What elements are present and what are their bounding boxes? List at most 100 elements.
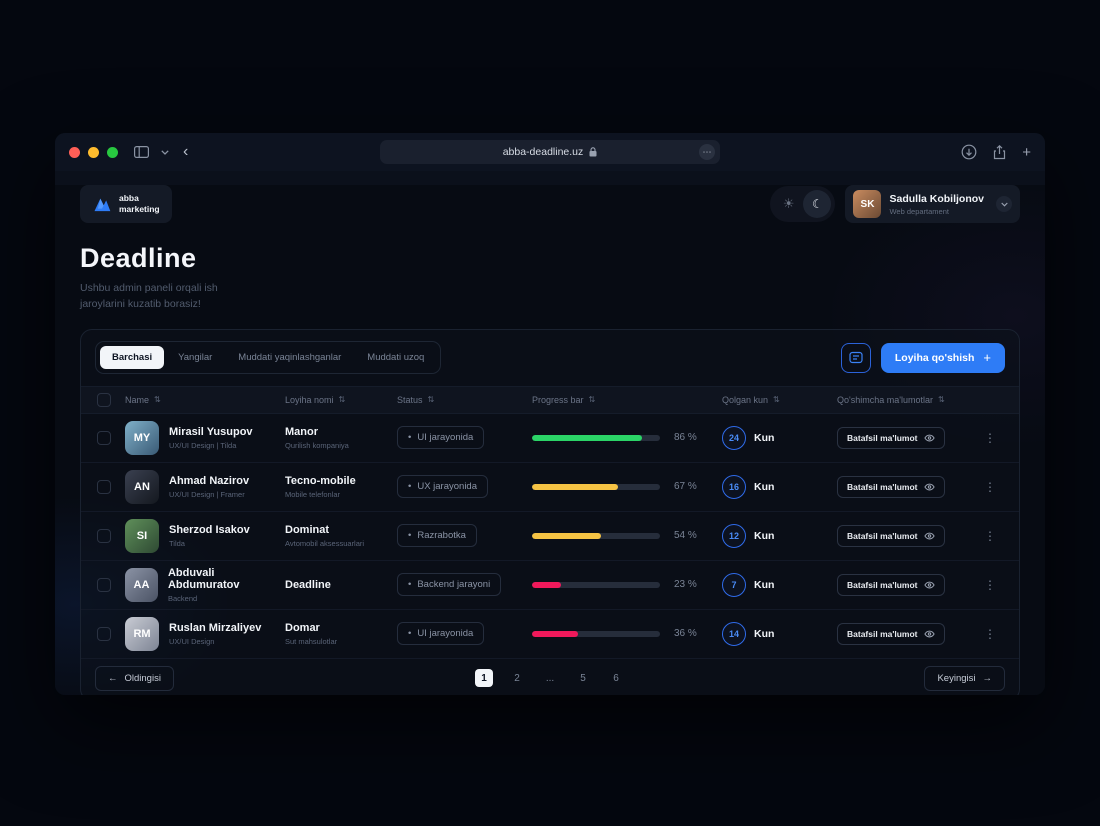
page-number[interactable]: 2	[514, 672, 520, 684]
new-tab-icon[interactable]: +	[1022, 143, 1031, 161]
person-cell: AA Abduvali Abdumuratov Backend	[125, 567, 285, 603]
row-menu-icon[interactable]: ⋮	[984, 577, 996, 592]
tab-yangilar[interactable]: Yangilar	[178, 352, 213, 364]
tab-muddati-uzoq[interactable]: Muddati uzoq	[367, 352, 425, 364]
user-menu[interactable]: SK Sadulla Kobiljonov Web departament	[845, 185, 1020, 223]
downloads-icon[interactable]	[961, 144, 977, 160]
column-header-days[interactable]: Qolgan kun ⇅	[722, 394, 780, 405]
browser-window: ‹ abba-deadline.uz ⋯ +	[55, 133, 1045, 695]
minimize-window-button[interactable]	[88, 146, 99, 158]
column-header-project[interactable]: Loyiha nomi ⇅	[285, 394, 346, 405]
page-number[interactable]: 1	[475, 669, 493, 688]
project-cell: Dominat Avtomobil aksessuarlari	[285, 524, 397, 548]
person-avatar: SI	[125, 518, 159, 553]
days-badge: 7	[722, 572, 746, 597]
column-header-status[interactable]: Status ⇅	[397, 394, 435, 405]
project-name: Tecno-mobile	[285, 474, 356, 487]
theme-toggle[interactable]: ☀ ☾	[769, 186, 836, 222]
progress-percent: 86 %	[674, 432, 697, 444]
days-badge: 14	[722, 621, 746, 646]
project-name: Domar	[285, 621, 320, 634]
tab-barchasi[interactable]: Barchasi	[100, 346, 165, 370]
tab-muddati-yaqinlashganlar[interactable]: Muddati yaqinlashganlar	[238, 352, 342, 364]
days-cell: 16 Kun	[722, 474, 837, 499]
days-label: Kun	[754, 529, 775, 542]
project-name: Deadline	[285, 578, 331, 591]
progress-track	[532, 532, 660, 539]
toolbar-chevron-down-icon[interactable]	[161, 149, 169, 155]
column-header-progress[interactable]: Progress bar ⇅	[532, 394, 596, 405]
table-header: Name ⇅ Loyiha nomi ⇅ Status ⇅ Progress bar ⇅…	[81, 385, 1019, 414]
sun-icon[interactable]: ☀	[782, 196, 795, 211]
table-row: MY Mirasil Yusupov UX/UI Design | Tilda Man…	[81, 414, 1019, 463]
person-name: Ruslan Mirzaliyev	[169, 621, 262, 634]
brand-logo[interactable]: abba marketing	[80, 185, 172, 223]
back-button[interactable]: ‹	[183, 143, 189, 160]
table-body: MY Mirasil Yusupov UX/UI Design | Tilda Man…	[81, 414, 1019, 659]
user-name: Sadulla Kobiljonov	[889, 192, 984, 205]
share-icon[interactable]	[993, 144, 1006, 160]
previous-page-button[interactable]: ← Oldingisi	[95, 665, 174, 691]
column-header-details[interactable]: Qo'shimcha ma'lumotlar ⇅	[837, 394, 945, 405]
progress-cell: 86 %	[532, 432, 722, 443]
status-badge: • Backend jarayoni	[397, 573, 502, 597]
address-bar[interactable]: abba-deadline.uz ⋯	[380, 140, 720, 164]
details-button[interactable]: Batafsil ma'lumot	[837, 524, 945, 547]
close-window-button[interactable]	[69, 146, 80, 158]
table-row: RM Ruslan Mirzaliyev UX/UI Design Domar Sut …	[81, 610, 1019, 659]
sort-icon: ⇅	[427, 395, 435, 405]
row-menu-icon[interactable]: ⋮	[984, 528, 996, 543]
project-cell: Manor Qurilish kompaniya	[285, 426, 397, 450]
row-menu-icon[interactable]: ⋮	[984, 479, 996, 494]
progress-cell: 23 %	[532, 579, 722, 590]
progress-fill	[532, 630, 579, 637]
person-role: UX/UI Design | Tilda	[169, 440, 237, 450]
eye-icon	[923, 581, 935, 589]
details-button[interactable]: Batafsil ma'lumot	[837, 426, 945, 449]
days-cell: 12 Kun	[722, 523, 837, 548]
sidebar-toggle-icon[interactable]	[134, 146, 149, 158]
add-project-button[interactable]: Loyiha qo'shish +	[880, 342, 1005, 373]
details-button[interactable]: Batafsil ma'lumot	[837, 475, 945, 498]
status-bullet: •	[408, 481, 412, 493]
progress-fill	[532, 532, 602, 539]
days-badge: 12	[722, 523, 746, 548]
status-bullet: •	[408, 628, 412, 640]
page-content: abba marketing ☀ ☾ SK Sadulla Kobiljonov…	[55, 185, 1045, 695]
select-all-checkbox[interactable]	[97, 392, 111, 407]
row-checkbox[interactable]	[97, 430, 111, 445]
status-bullet: •	[408, 530, 412, 542]
row-menu-icon[interactable]: ⋮	[984, 626, 996, 641]
page-number[interactable]: 6	[613, 672, 619, 684]
url-text: abba-deadline.uz	[502, 146, 584, 158]
sort-icon: ⇅	[588, 395, 596, 405]
lock-icon	[589, 147, 597, 157]
progress-track	[532, 630, 660, 637]
moon-icon[interactable]: ☾	[803, 190, 832, 218]
status-badge: • UI jarayonida	[397, 622, 485, 646]
row-checkbox[interactable]	[97, 479, 111, 494]
row-checkbox[interactable]	[97, 626, 111, 641]
page-number[interactable]: 5	[580, 672, 586, 684]
person-cell: AN Ahmad Nazirov UX/UI Design | Framer	[125, 469, 285, 504]
column-header-name[interactable]: Name ⇅	[125, 394, 161, 405]
details-button[interactable]: Batafsil ma'lumot	[837, 573, 945, 596]
sort-icon: ⇅	[773, 395, 780, 405]
page-title: Deadline	[80, 243, 197, 273]
notes-icon-button[interactable]	[840, 342, 871, 373]
zoom-window-button[interactable]	[107, 146, 118, 158]
person-cell: SI Sherzod Isakov Tilda	[125, 518, 285, 553]
user-chevron-down-icon[interactable]	[996, 196, 1012, 212]
row-checkbox[interactable]	[97, 528, 111, 543]
next-page-button[interactable]: Keyingisi →	[924, 665, 1005, 691]
eye-icon	[923, 483, 935, 491]
details-button[interactable]: Batafsil ma'lumot	[837, 622, 945, 645]
more-options-icon[interactable]: ⋯	[699, 144, 715, 160]
row-menu-icon[interactable]: ⋮	[984, 430, 996, 445]
days-label: Kun	[754, 578, 775, 591]
project-subtitle: Mobile telefonlar	[285, 489, 341, 499]
status-bullet: •	[408, 432, 412, 444]
row-checkbox[interactable]	[97, 577, 111, 592]
progress-track	[532, 581, 660, 588]
progress-cell: 54 %	[532, 530, 722, 541]
